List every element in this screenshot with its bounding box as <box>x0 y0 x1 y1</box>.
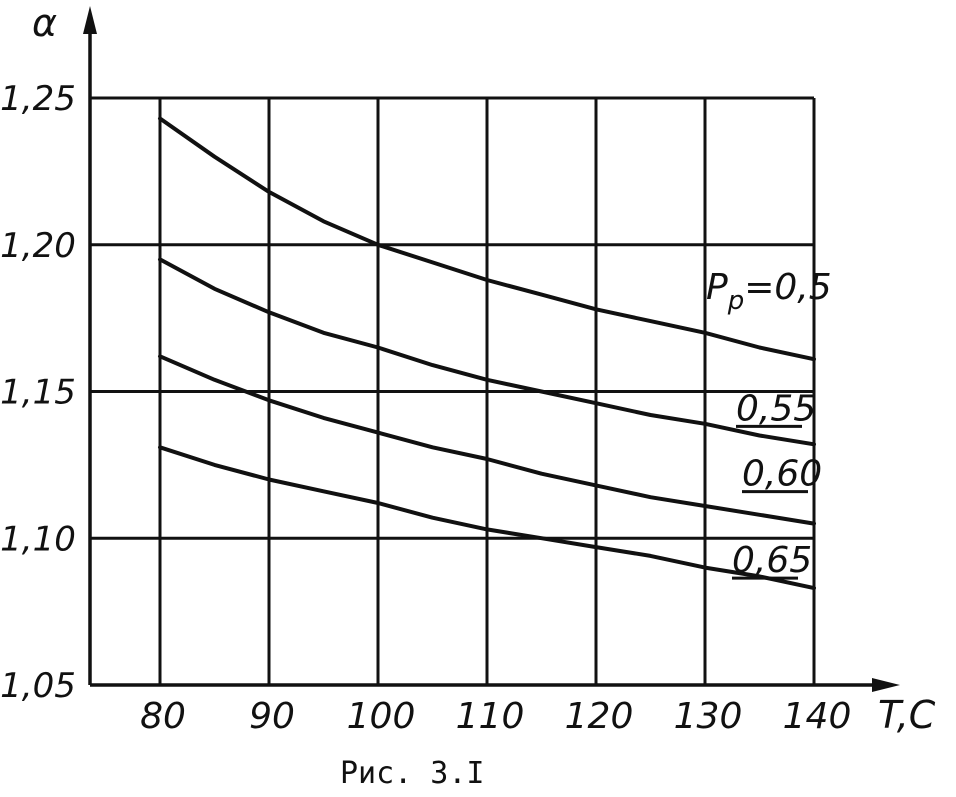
y-tick-label: 1,10 <box>0 519 76 559</box>
grid <box>90 96 816 687</box>
series-group <box>158 116 816 591</box>
x-tick-label: 100 <box>347 696 416 737</box>
series-line-3 <box>158 354 816 526</box>
x-tick-label: 110 <box>456 696 525 737</box>
x-axis-label: T,C <box>878 693 936 737</box>
x-tick-label: 80 <box>140 696 186 737</box>
x-tick-label: 90 <box>249 696 295 737</box>
series-labels: Pp=0,5 0,55 0,60 0,65 <box>706 267 832 581</box>
series-label-2: 0,55 <box>736 388 816 429</box>
y-axis-label: α <box>32 1 57 45</box>
y-tick-label: 1,05 <box>0 666 76 706</box>
x-axis-arrow <box>872 678 900 692</box>
series-label-1: Pp=0,5 <box>706 267 832 316</box>
x-tick-label: 130 <box>674 696 743 737</box>
x-tick-label: 140 <box>783 696 852 737</box>
tick-labels: 80 90 100 110 120 130 140 1,05 1,10 1,15 1,20 1,25 <box>0 79 851 737</box>
series-line-4 <box>158 445 816 591</box>
y-tick-label: 1,25 <box>0 79 76 119</box>
y-tick-label: 1,20 <box>0 226 76 266</box>
series-line-2 <box>158 257 816 447</box>
figure-caption: Рис. 3.I <box>340 756 485 791</box>
y-tick-label: 1,15 <box>0 373 76 413</box>
series-label-4: 0,65 <box>732 540 812 581</box>
x-tick-label: 120 <box>565 696 634 737</box>
series-label-3: 0,60 <box>742 454 822 495</box>
y-axis-arrow <box>83 6 97 34</box>
axes <box>83 6 900 692</box>
series-line-1 <box>158 116 816 362</box>
